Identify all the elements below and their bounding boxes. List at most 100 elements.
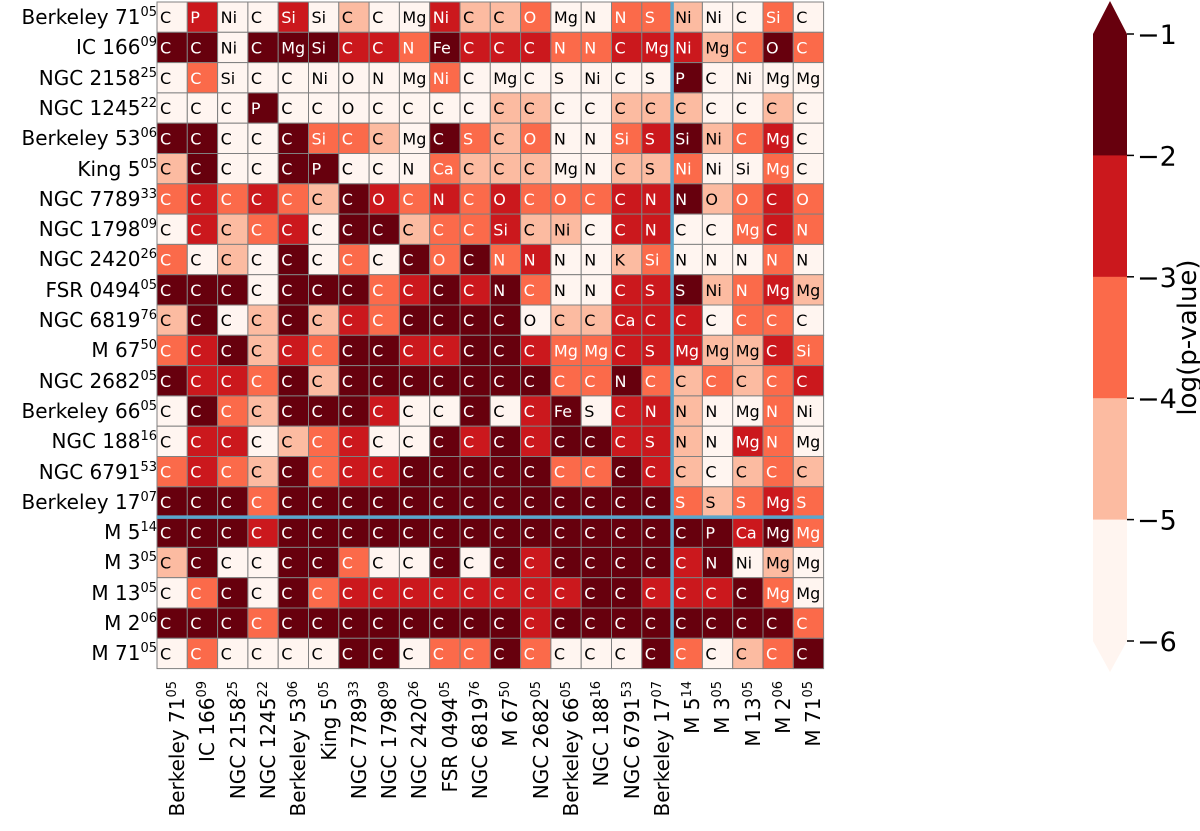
- column-label: M 206: [767, 681, 797, 831]
- cell-rect: [186, 607, 219, 639]
- cell-label: Mg: [766, 493, 790, 512]
- cell-label: C: [342, 220, 353, 239]
- heatmap-cell: C: [459, 92, 491, 124]
- cell-label: C: [221, 614, 232, 633]
- column-label-name: M 5: [680, 697, 705, 734]
- heatmap-cell: C: [701, 577, 734, 609]
- cell-rect: [459, 243, 491, 276]
- cell-label: N: [554, 38, 566, 57]
- row-label-name: Berkeley 71: [21, 5, 141, 29]
- cell-rect: [611, 334, 643, 367]
- row-label-name: NGC 2420: [38, 247, 141, 272]
- cell-rect: [792, 183, 825, 215]
- heatmap-cell: O: [792, 183, 825, 215]
- row-label-name: King 5: [77, 156, 141, 181]
- cell-label: C: [463, 584, 474, 603]
- cell-label: C: [736, 463, 747, 482]
- cell-rect: [550, 486, 582, 518]
- cell-rect: [641, 546, 673, 579]
- cell-label: C: [433, 614, 444, 633]
- cell-rect: [762, 637, 794, 670]
- heatmap-cell: C: [580, 546, 613, 579]
- cell-rect: [489, 92, 522, 124]
- cell-label: C: [463, 69, 474, 88]
- cell-label: C: [342, 341, 353, 360]
- cell-label: C: [251, 554, 262, 573]
- row-label-name: NGC 1245: [38, 95, 141, 120]
- cell-rect: [611, 456, 643, 488]
- cell-label: C: [796, 614, 807, 633]
- cell-label: C: [160, 281, 171, 300]
- heatmap-cell: O: [520, 1, 552, 33]
- heatmap-cell: C: [368, 365, 400, 397]
- heatmap-cell: N: [611, 365, 643, 397]
- cell-rect: [550, 456, 582, 488]
- heatmap-cell: Mg: [277, 31, 310, 64]
- cell-label: C: [342, 493, 353, 512]
- cell-label: N: [524, 251, 536, 270]
- cell-rect: [792, 546, 825, 579]
- cell-label: C: [402, 493, 413, 512]
- cell-label: C: [221, 281, 232, 300]
- column-label-name: IC 166: [195, 697, 220, 762]
- cell-rect: [732, 546, 764, 579]
- cell-rect: [580, 304, 613, 336]
- cell-label: C: [736, 372, 747, 391]
- cell-label: C: [584, 554, 595, 573]
- cell-rect: [217, 122, 249, 154]
- cell-label: C: [251, 432, 262, 451]
- heatmap-cell: C: [277, 546, 310, 579]
- heatmap-cell: O: [520, 304, 552, 336]
- cell-rect: [550, 92, 582, 124]
- cell-label: C: [160, 220, 171, 239]
- row-label-sup: 33: [140, 186, 157, 202]
- cell-label: Ni: [705, 8, 721, 27]
- heatmap-cell: Mg: [792, 546, 825, 579]
- cell-rect: [398, 516, 431, 548]
- row-label-name: NGC 2158: [38, 65, 141, 90]
- colorbar-segment: [1093, 155, 1127, 278]
- heatmap-cell: C: [732, 637, 764, 670]
- cell-rect: [308, 395, 340, 427]
- cell-rect: [701, 516, 734, 548]
- heatmap-cell: C: [338, 243, 370, 276]
- cell-rect: [247, 546, 279, 579]
- cell-label: C: [372, 432, 383, 451]
- cell-label: C: [766, 190, 777, 209]
- cell-label: C: [312, 220, 323, 239]
- cell-label: C: [372, 38, 383, 57]
- heatmap-cell: C: [611, 62, 643, 94]
- cell-label: Ni: [312, 69, 328, 88]
- column-label-sup: 50: [498, 681, 514, 698]
- heatmap-cell: C: [762, 213, 794, 245]
- heatmap-cell: Mg: [398, 1, 431, 33]
- heatmap-cell: C: [368, 607, 400, 639]
- cell-label: N: [766, 432, 778, 451]
- cell-label: C: [493, 311, 504, 330]
- heatmap-cell: S: [732, 486, 764, 518]
- heatmap-cell: C: [429, 516, 461, 548]
- cell-rect: [701, 31, 734, 64]
- heatmap-cell: C: [580, 92, 613, 124]
- cell-rect: [792, 607, 825, 639]
- heatmap-cell: C: [398, 637, 431, 670]
- heatmap-cell: C: [671, 637, 703, 670]
- heatmap-cell: Ni: [550, 213, 582, 245]
- cell-label: Ni: [584, 69, 600, 88]
- column-label-sup: 07: [649, 681, 665, 698]
- cell-label: C: [645, 493, 656, 512]
- cell-label: C: [342, 372, 353, 391]
- cell-label: C: [433, 554, 444, 573]
- heatmap-cell: C: [762, 365, 794, 397]
- heatmap-cell: C: [186, 243, 219, 276]
- heatmap-cell: C: [701, 456, 734, 488]
- heatmap-cell: C: [671, 213, 703, 245]
- cell-label: C: [736, 311, 747, 330]
- heatmap-cell: C: [277, 274, 310, 306]
- cell-label: C: [645, 614, 656, 633]
- heatmap-cell: C: [520, 62, 552, 94]
- heatmap-cell: C: [792, 31, 825, 64]
- cell-label: C: [736, 99, 747, 118]
- heatmap-cell: N: [580, 274, 613, 306]
- heatmap-cell: N: [520, 243, 552, 276]
